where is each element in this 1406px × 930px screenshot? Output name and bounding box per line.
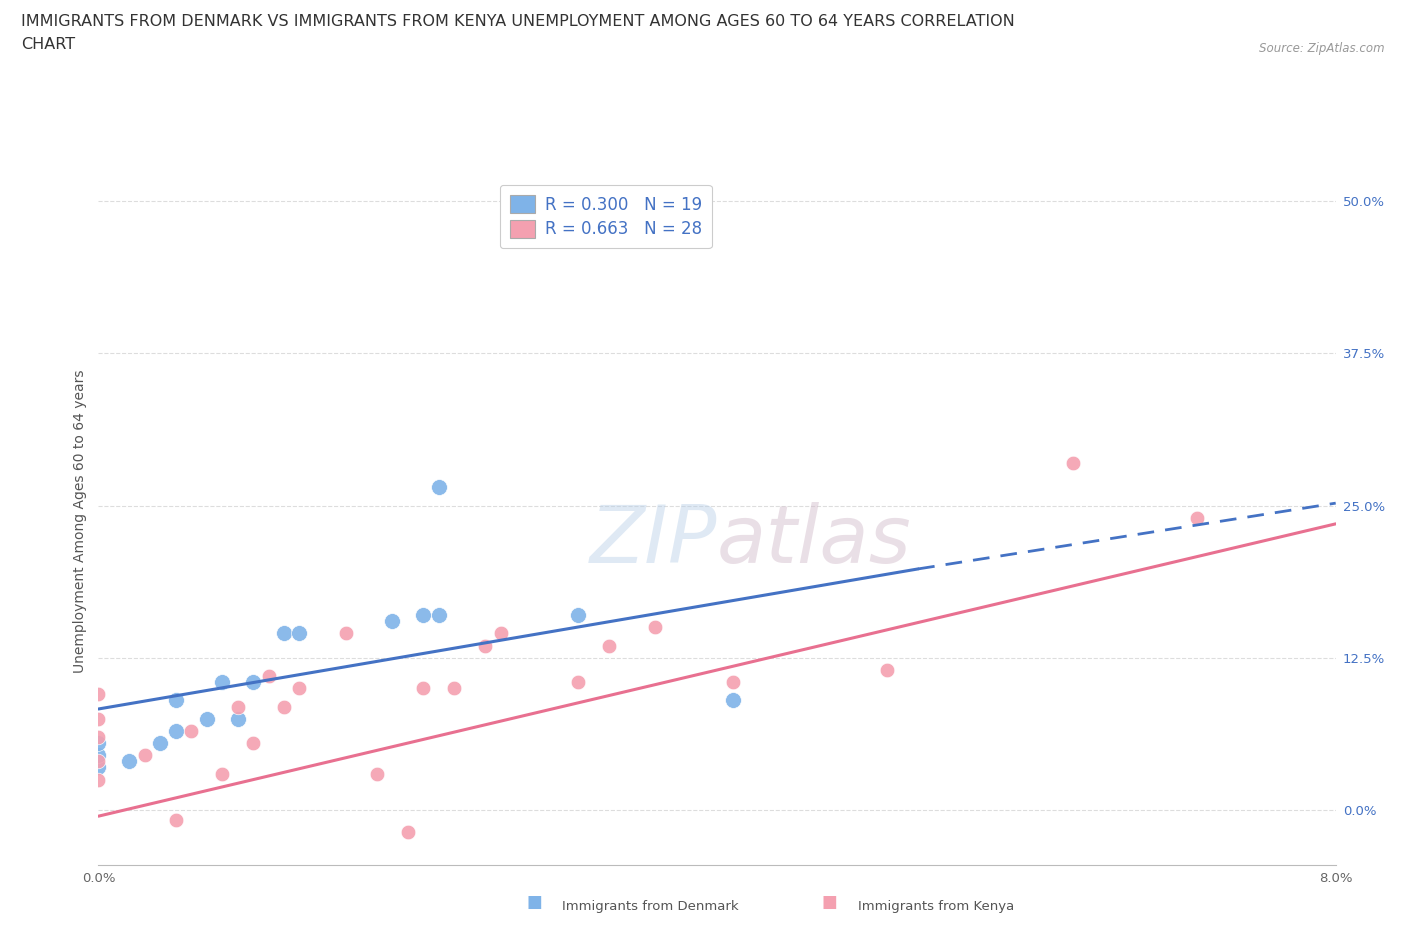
- Text: Immigrants from Kenya: Immigrants from Kenya: [858, 900, 1014, 913]
- Point: [721, 693, 744, 708]
- Text: Immigrants from Denmark: Immigrants from Denmark: [562, 900, 740, 913]
- Point: [134, 748, 156, 763]
- Point: [567, 675, 589, 690]
- Text: CHART: CHART: [21, 37, 75, 52]
- Point: [226, 711, 249, 726]
- Point: [721, 675, 744, 690]
- Text: Source: ZipAtlas.com: Source: ZipAtlas.com: [1260, 42, 1385, 55]
- Point: [474, 638, 496, 653]
- Point: [87, 711, 110, 726]
- Point: [443, 681, 465, 696]
- Point: [87, 754, 110, 769]
- Point: [87, 772, 110, 787]
- Point: [876, 662, 898, 677]
- Point: [226, 699, 249, 714]
- Point: [288, 681, 311, 696]
- Point: [1062, 456, 1084, 471]
- Point: [598, 638, 620, 653]
- Text: ■: ■: [526, 893, 543, 910]
- Legend: R = 0.300   N = 19, R = 0.663   N = 28: R = 0.300 N = 19, R = 0.663 N = 28: [499, 185, 711, 248]
- Point: [242, 675, 264, 690]
- Y-axis label: Unemployment Among Ages 60 to 64 years: Unemployment Among Ages 60 to 64 years: [73, 369, 87, 672]
- Point: [273, 699, 295, 714]
- Point: [257, 669, 280, 684]
- Text: IMMIGRANTS FROM DENMARK VS IMMIGRANTS FROM KENYA UNEMPLOYMENT AMONG AGES 60 TO 6: IMMIGRANTS FROM DENMARK VS IMMIGRANTS FR…: [21, 14, 1015, 29]
- Point: [118, 754, 141, 769]
- Text: atlas: atlas: [717, 502, 912, 580]
- Point: [195, 711, 218, 726]
- Point: [567, 608, 589, 623]
- Point: [396, 825, 419, 840]
- Point: [242, 736, 264, 751]
- Point: [489, 626, 512, 641]
- Point: [165, 693, 187, 708]
- Point: [381, 614, 404, 629]
- Point: [366, 766, 388, 781]
- Point: [87, 748, 110, 763]
- Point: [427, 608, 450, 623]
- Text: ZIP: ZIP: [589, 502, 717, 580]
- Point: [165, 813, 187, 828]
- Point: [335, 626, 357, 641]
- Text: ■: ■: [821, 893, 838, 910]
- Point: [180, 724, 202, 738]
- Point: [412, 608, 434, 623]
- Point: [87, 729, 110, 744]
- Point: [427, 480, 450, 495]
- Point: [211, 675, 233, 690]
- Point: [644, 620, 666, 635]
- Point: [149, 736, 172, 751]
- Point: [273, 626, 295, 641]
- Point: [87, 736, 110, 751]
- Point: [1185, 511, 1208, 525]
- Point: [412, 681, 434, 696]
- Point: [87, 760, 110, 775]
- Point: [165, 724, 187, 738]
- Point: [288, 626, 311, 641]
- Point: [211, 766, 233, 781]
- Point: [87, 687, 110, 702]
